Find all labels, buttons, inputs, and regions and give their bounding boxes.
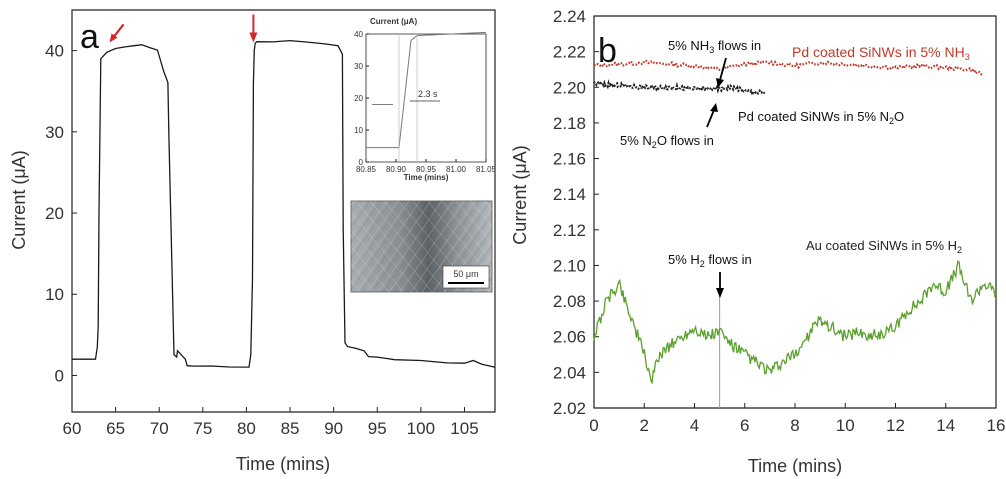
ytick-label: 2.08: [553, 292, 586, 311]
inset-yticks: 0 10 20 30 40: [354, 30, 369, 167]
inset-xtick-label: 80.95: [416, 165, 437, 174]
panel-a-inset-plot: Current (μA) 80.85 80.90 80.95 81.00 81.05 0…: [354, 17, 496, 182]
xtick-label: 0: [589, 416, 598, 435]
xtick-label: 105: [450, 419, 478, 438]
inset-xtick-label: 80.90: [386, 165, 407, 174]
inset-xlabel: Time (mins): [404, 173, 449, 182]
ytick-label: 2.14: [553, 185, 586, 204]
ytick-label: 2.24: [553, 7, 586, 26]
ytick-label: 10: [45, 285, 64, 304]
inset-xtick-label: 81.00: [446, 165, 467, 174]
xtick-label: 65: [106, 419, 125, 438]
xtick-label: 16: [987, 416, 1006, 435]
ytick-label: 2.20: [553, 78, 586, 97]
panel-a-yticks: 0 10 20 30 40: [45, 42, 77, 385]
panel-a-letter: a: [80, 18, 99, 56]
panel-b-xticks: 0 2 4 6 8 10 12 14 16: [589, 403, 1005, 435]
n2o-flow-annotation: 5% N2O flows in: [620, 133, 714, 150]
panel-b-letter: b: [598, 32, 617, 70]
inset-annotation: 2.3 s: [418, 89, 438, 99]
panel-a-ylabel: Current (μA): [9, 150, 29, 249]
ytick-label: 0: [55, 366, 64, 385]
inset-series: [366, 31, 487, 162]
panel-a-series: [72, 39, 496, 368]
h2-flow-arrow: [716, 272, 724, 298]
inset-ytick-label: 0: [359, 158, 364, 167]
ytick-label: 20: [45, 204, 64, 223]
ytick-label: 2.16: [553, 150, 586, 169]
panel-a-axes: [71, 9, 496, 413]
xtick-label: 2: [640, 416, 649, 435]
ytick-label: 2.12: [553, 221, 586, 240]
series-line: [72, 39, 496, 368]
xtick-label: 75: [193, 419, 212, 438]
series-line: [593, 79, 766, 96]
ytick-label: 2.06: [553, 328, 586, 347]
panel-b-axes: [593, 15, 997, 409]
inset-xticks: 80.85 80.90 80.95 81.00 81.05: [356, 159, 497, 174]
panel-a-xlabel: Time (mins): [236, 454, 330, 474]
inset-ytick-label: 30: [354, 62, 363, 71]
scale-bar-label: 50 μm: [453, 269, 478, 279]
xtick-label: 14: [936, 416, 955, 435]
ytick-label: 2.04: [553, 363, 586, 382]
inset-xtick-label: 80.85: [356, 165, 377, 174]
xtick-label: 12: [886, 416, 905, 435]
inset-ytick-label: 40: [354, 30, 363, 39]
inset-series-line: [366, 31, 487, 149]
ytick-label: 2.22: [553, 43, 586, 62]
xtick-label: 60: [63, 419, 82, 438]
h2-flow-annotation: 5% H2 flows in: [668, 252, 752, 269]
series-line: [593, 260, 997, 385]
inset-ytick-label: 10: [354, 126, 363, 135]
xtick-label: 70: [150, 419, 169, 438]
panel-b-series: [593, 59, 997, 385]
ytick-label: 40: [45, 42, 64, 61]
n2o-legend: Pd coated SiNWs in 5% N2O: [738, 109, 904, 126]
ytick-label: 30: [45, 123, 64, 142]
nh3-flow-arrow: [716, 57, 727, 88]
nh3-flow-annotation: 5% NH3 flows in: [668, 38, 761, 55]
panel-a-xticks: 60 65 70 75 80 85 90 95 100 105: [63, 407, 479, 438]
h2-legend: Au coated SiNWs in 5% H2: [806, 238, 962, 255]
xtick-label: 8: [790, 416, 799, 435]
panel-a-inset-image: 50 μm: [350, 200, 493, 293]
inset-ylabel: Current (μA): [370, 17, 417, 26]
xtick-label: 100: [407, 419, 435, 438]
red-arrow: [109, 23, 125, 43]
inset-ytick-label: 20: [354, 94, 363, 103]
panel-b-ylabel: Current (μA): [510, 145, 530, 244]
ytick-label: 2.18: [553, 114, 586, 133]
inset-xtick-label: 81.05: [476, 165, 497, 174]
n2o-flow-arrow: [706, 103, 718, 128]
xtick-label: 4: [690, 416, 699, 435]
xtick-label: 10: [836, 416, 855, 435]
panel-a-arrows: [109, 14, 258, 43]
ytick-label: 2.10: [553, 256, 586, 275]
ytick-label: 2.02: [553, 399, 586, 418]
series-line: [593, 59, 984, 76]
xtick-label: 6: [740, 416, 749, 435]
panel-b: Current (μA) Time (mins) 0 2 4 6 8 10 12 14 16 2…: [510, 7, 1005, 476]
nh3-legend: Pd coated SiNWs in 5% NH3: [792, 44, 970, 62]
xtick-label: 85: [281, 419, 300, 438]
xtick-label: 80: [237, 419, 256, 438]
panel-a: Current (μA) Time (mins) 60 65 70 75 80 85 90 9…: [9, 9, 497, 474]
xtick-label: 95: [368, 419, 387, 438]
red-arrow: [249, 14, 258, 43]
panel-b-xlabel: Time (mins): [748, 456, 842, 476]
xtick-label: 90: [324, 419, 343, 438]
